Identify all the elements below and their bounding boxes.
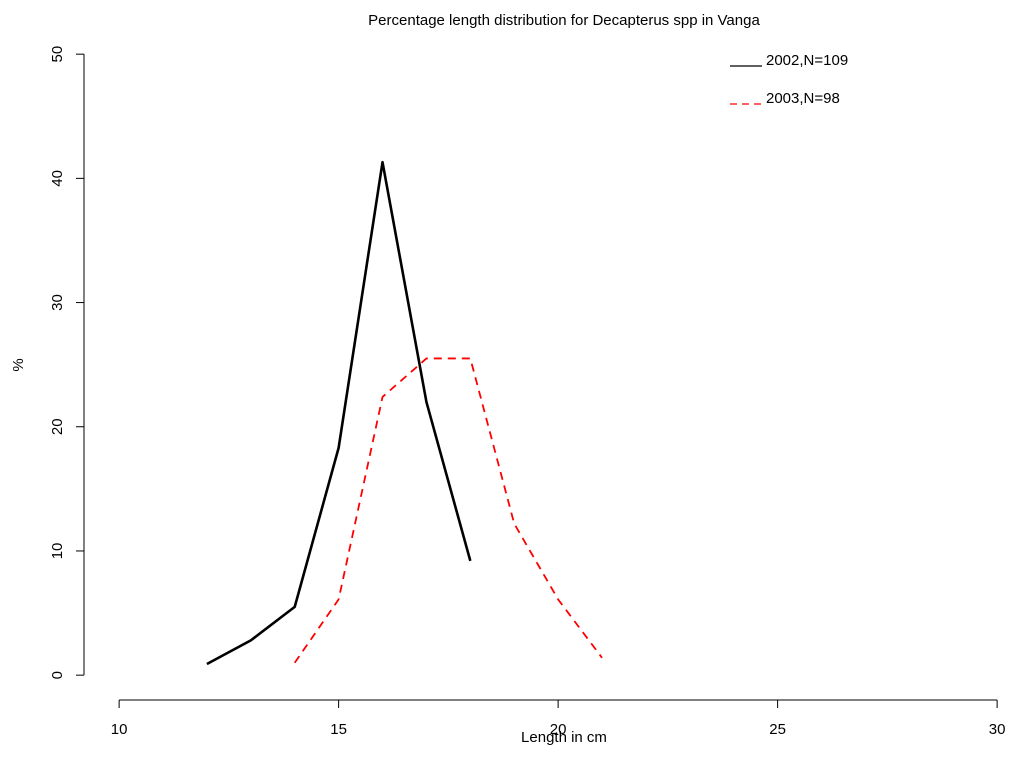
x-tick-label: 30 (989, 721, 1006, 738)
chart-title: Percentage length distribution for Decap… (368, 12, 760, 29)
x-axis-label: Length in cm (521, 729, 607, 746)
y-axis-label: % (10, 358, 27, 371)
y-tick-label: 10 (49, 543, 66, 560)
y-tick-label: 20 (49, 418, 66, 435)
data-line (293, 357, 603, 664)
y-tick-label: 50 (49, 46, 66, 63)
y-tick-label: 30 (49, 294, 66, 311)
y-tick-label: 0 (49, 671, 66, 679)
legend-label: 2002,N=109 (766, 52, 848, 69)
data-line (206, 160, 472, 666)
y-tick-label: 40 (49, 170, 66, 187)
legend-label: 2003,N=98 (766, 90, 840, 107)
x-tick-label: 20 (550, 721, 567, 738)
x-tick-label: 10 (111, 721, 128, 738)
x-tick-label: 25 (769, 721, 786, 738)
x-tick-label: 15 (330, 721, 347, 738)
